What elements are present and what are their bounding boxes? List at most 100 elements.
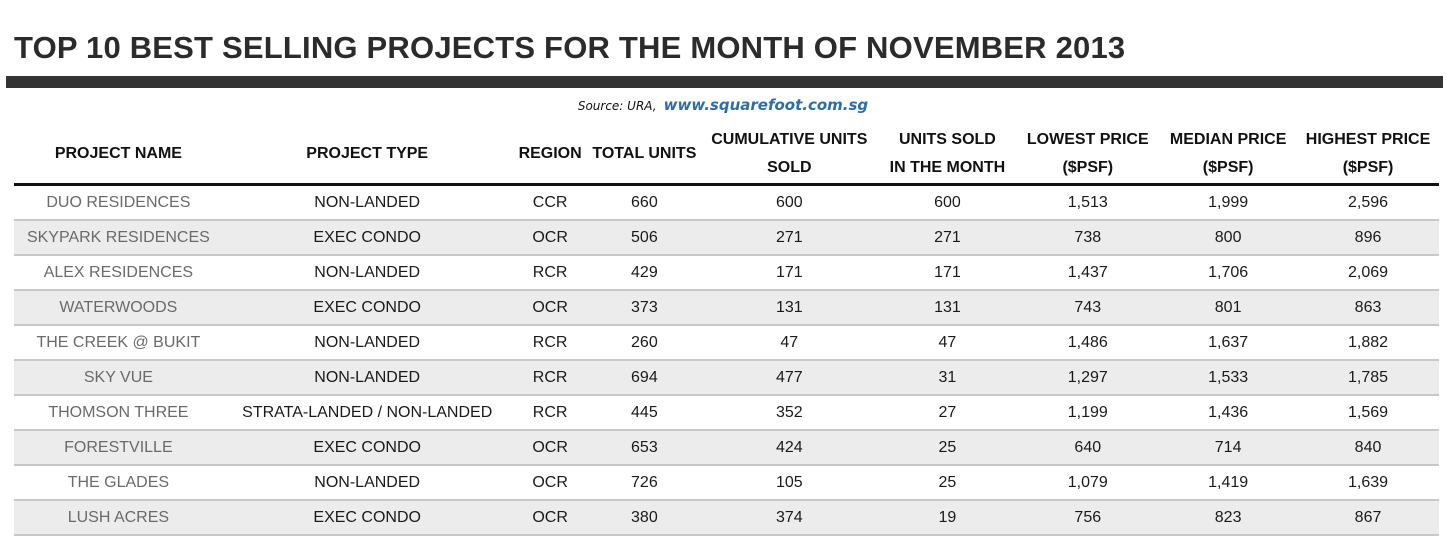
header-line1: UNITS SOLD (898, 130, 996, 148)
column-header: PROJECT TYPE (222, 124, 512, 186)
table-row: WATERWOODS EXEC CONDO OCR 373 131 131 743 801 86… (14, 290, 1439, 326)
table-row: THE GLADES NON-LANDED OCR 726 105 25 1,079 1,41… (14, 465, 1439, 501)
project-name-cell: THE CREEK @ BUKIT (14, 325, 223, 361)
table-body: DUO RESIDENCES NON-LANDED CCR 660 600 600 1,51… (14, 184, 1439, 536)
project-name-cell: THE GLADES (14, 465, 223, 501)
column-header: LOWEST PRICE ($PSF) (1016, 124, 1160, 186)
header-line2: ($PSF) (1202, 158, 1254, 176)
table-row: SKY VUE NON-LANDED RCR 694 477 31 1,297 1,533 1,… (14, 360, 1439, 396)
column-header: UNITS SOLD IN THE MONTH (878, 124, 1017, 186)
units-sold-month-cell: 31 (878, 360, 1017, 396)
total-units-cell: 373 (588, 290, 701, 326)
lowest-price-cell: 1,437 (1016, 255, 1160, 291)
project-type-cell: NON-LANDED (222, 465, 512, 501)
highest-price-cell: 863 (1297, 290, 1439, 326)
lowest-price-cell: 1,079 (1016, 465, 1160, 501)
units-sold-month-cell: 131 (878, 290, 1017, 326)
project-name-cell: SKY VUE (14, 360, 223, 396)
project-type-cell: NON-LANDED (222, 360, 512, 396)
header-line2: ($PSF) (1342, 158, 1394, 176)
median-price-cell: 823 (1159, 500, 1298, 536)
header-line1: CUMULATIVE UNITS (711, 130, 868, 148)
lowest-price-cell: 640 (1016, 430, 1160, 466)
header-line1: PROJECT NAME (54, 144, 182, 162)
total-units-cell: 380 (588, 500, 701, 536)
cumulative-sold-cell: 600 (700, 184, 879, 221)
cumulative-sold-cell: 171 (700, 255, 879, 291)
header-line1: MEDIAN PRICE (1169, 130, 1287, 148)
title-divider (6, 76, 1443, 88)
median-price-cell: 714 (1159, 430, 1298, 466)
total-units-cell: 506 (588, 220, 701, 256)
total-units-cell: 260 (588, 325, 701, 361)
table-row: LUSH ACRES EXEC CONDO OCR 380 374 19 756 823 867 (14, 500, 1439, 536)
header-line1: PROJECT TYPE (306, 144, 429, 162)
cumulative-sold-cell: 271 (700, 220, 879, 256)
table-row: FORESTVILLE EXEC CONDO OCR 653 424 25 640 714 84… (14, 430, 1439, 466)
region-cell: RCR (511, 255, 589, 291)
project-name-cell: ALEX RESIDENCES (14, 255, 223, 291)
units-sold-month-cell: 25 (878, 465, 1017, 501)
column-header: CUMULATIVE UNITS SOLD (700, 124, 879, 186)
highest-price-cell: 1,639 (1297, 465, 1439, 501)
total-units-cell: 445 (588, 395, 701, 431)
units-sold-month-cell: 600 (878, 184, 1017, 221)
cumulative-sold-cell: 352 (700, 395, 879, 431)
project-type-cell: EXEC CONDO (222, 430, 512, 466)
lowest-price-cell: 1,513 (1016, 184, 1160, 221)
median-price-cell: 1,637 (1159, 325, 1298, 361)
total-units-cell: 660 (588, 184, 701, 221)
project-type-cell: EXEC CONDO (222, 220, 512, 256)
highest-price-cell: 896 (1297, 220, 1439, 256)
column-header: REGION (511, 124, 589, 186)
region-cell: OCR (511, 500, 589, 536)
header-line1: HIGHEST PRICE (1305, 130, 1431, 148)
lowest-price-cell: 756 (1016, 500, 1160, 536)
project-name-cell: WATERWOODS (14, 290, 223, 326)
median-price-cell: 1,419 (1159, 465, 1298, 501)
source-note: Source: URA, www.squarefoot.com.sg (0, 95, 1446, 114)
table-row: SKYPARK RESIDENCES EXEC CONDO OCR 506 271 271… (14, 220, 1439, 256)
project-type-cell: EXEC CONDO (222, 500, 512, 536)
project-name-cell: LUSH ACRES (14, 500, 223, 536)
cumulative-sold-cell: 47 (700, 325, 879, 361)
project-name-cell: FORESTVILLE (14, 430, 223, 466)
header-line2: SOLD (767, 158, 812, 176)
project-type-cell: NON-LANDED (222, 255, 512, 291)
units-sold-month-cell: 271 (878, 220, 1017, 256)
table-row: THOMSON THREE STRATA-LANDED / NON-LANDED R… (14, 395, 1439, 431)
project-type-cell: STRATA-LANDED / NON-LANDED (222, 395, 512, 431)
region-cell: RCR (511, 360, 589, 396)
units-sold-month-cell: 171 (878, 255, 1017, 291)
highest-price-cell: 2,069 (1297, 255, 1439, 291)
units-sold-month-cell: 47 (878, 325, 1017, 361)
cumulative-sold-cell: 477 (700, 360, 879, 396)
cumulative-sold-cell: 105 (700, 465, 879, 501)
table-row: DUO RESIDENCES NON-LANDED CCR 660 600 600 1,51… (14, 184, 1439, 221)
region-cell: OCR (511, 220, 589, 256)
cumulative-sold-cell: 374 (700, 500, 879, 536)
lowest-price-cell: 1,297 (1016, 360, 1160, 396)
highest-price-cell: 2,596 (1297, 184, 1439, 221)
median-price-cell: 1,436 (1159, 395, 1298, 431)
highest-price-cell: 1,785 (1297, 360, 1439, 396)
median-price-cell: 1,999 (1159, 184, 1298, 221)
units-sold-month-cell: 19 (878, 500, 1017, 536)
header-line1: LOWEST PRICE (1026, 130, 1149, 148)
median-price-cell: 800 (1159, 220, 1298, 256)
lowest-price-cell: 1,486 (1016, 325, 1160, 361)
table-row: THE CREEK @ BUKIT NON-LANDED RCR 260 47 47 1,4… (14, 325, 1439, 361)
column-header: HIGHEST PRICE ($PSF) (1297, 124, 1439, 186)
region-cell: OCR (511, 465, 589, 501)
units-sold-month-cell: 25 (878, 430, 1017, 466)
project-name-cell: THOMSON THREE (14, 395, 223, 431)
lowest-price-cell: 738 (1016, 220, 1160, 256)
header-line1: TOTAL UNITS (592, 144, 697, 162)
region-cell: OCR (511, 430, 589, 466)
project-name-cell: SKYPARK RESIDENCES (14, 220, 223, 256)
lowest-price-cell: 1,199 (1016, 395, 1160, 431)
highest-price-cell: 840 (1297, 430, 1439, 466)
highest-price-cell: 867 (1297, 500, 1439, 536)
page-title: TOP 10 BEST SELLING PROJECTS FOR THE MON… (14, 30, 1126, 65)
project-type-cell: EXEC CONDO (222, 290, 512, 326)
